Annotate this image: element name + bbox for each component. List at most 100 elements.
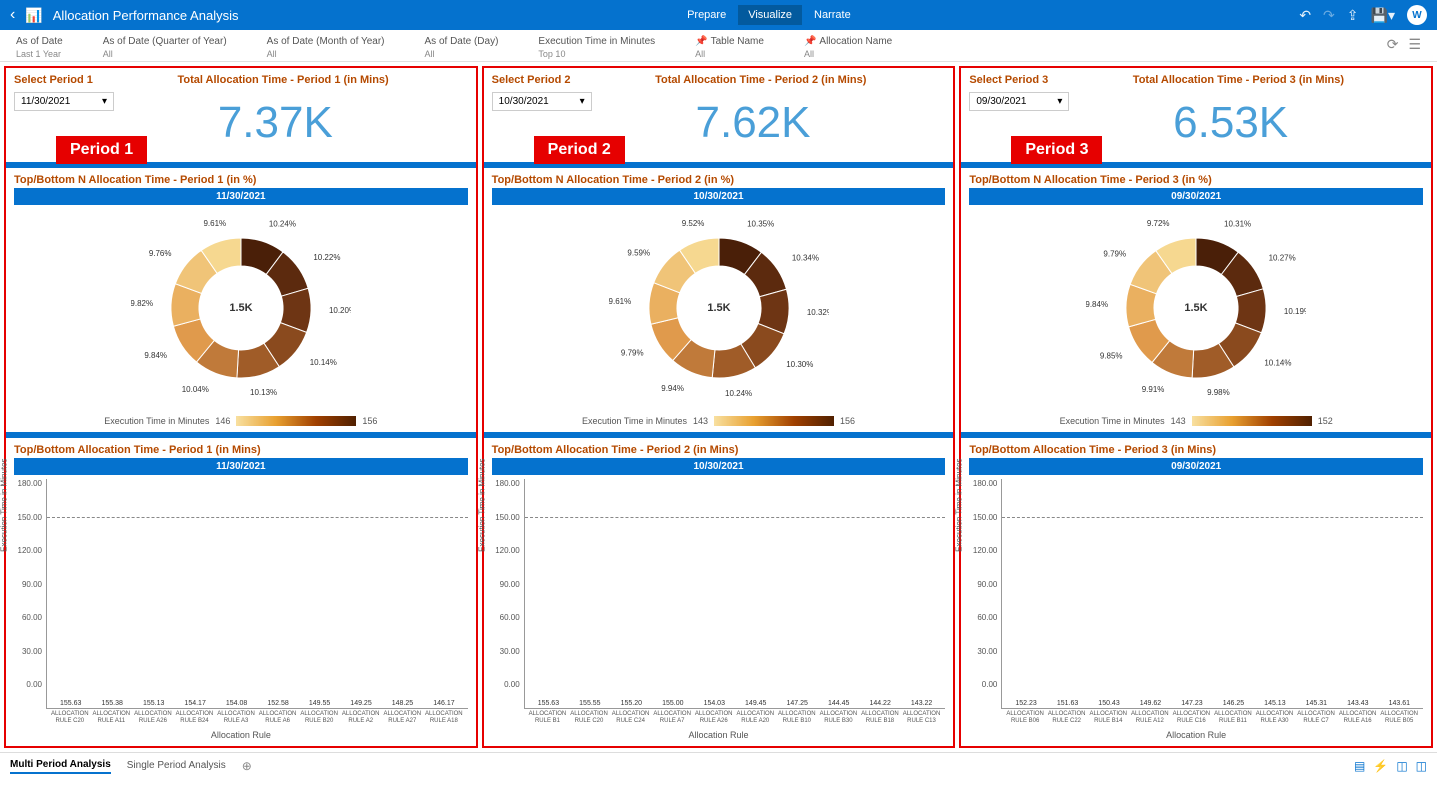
legend-gradient [236, 416, 356, 426]
bar-item[interactable]: 155.63 [529, 700, 568, 708]
bar-item[interactable]: 149.55 [300, 700, 339, 708]
kpi-value: 7.37K [218, 98, 333, 148]
bar-item[interactable]: 149.25 [341, 700, 380, 708]
svg-text:10.31%: 10.31% [1224, 220, 1251, 229]
svg-text:9.94%: 9.94% [661, 384, 684, 393]
filter-label: Execution Time in Minutes [538, 36, 655, 47]
filter-2[interactable]: As of Date (Month of Year) All [267, 36, 385, 59]
mode-narrate[interactable]: Narrate [804, 5, 861, 25]
y-tick: 60.00 [22, 613, 42, 622]
period-column-3: Select Period 3 Total Allocation Time - … [959, 66, 1433, 748]
back-icon[interactable]: ‹ [10, 6, 15, 24]
period-date-select[interactable]: 10/30/2021▾ [492, 92, 592, 111]
add-canvas-icon[interactable]: ⊕ [242, 759, 252, 773]
redo-icon[interactable]: ↷ [1323, 7, 1335, 24]
bar-item[interactable]: 155.00 [653, 700, 692, 708]
filter-0[interactable]: As of Date Last 1 Year [16, 36, 63, 59]
svg-text:10.04%: 10.04% [182, 385, 209, 394]
bar-item[interactable]: 146.17 [424, 700, 463, 708]
filter-3[interactable]: As of Date (Day) All [425, 36, 499, 59]
refresh-icon[interactable]: ⟳ [1387, 36, 1399, 53]
svg-text:9.72%: 9.72% [1147, 219, 1170, 228]
bar-category: ALLOCATION RULE A27 [383, 711, 423, 724]
bar-title: Top/Bottom Allocation Time - Period 3 (i… [969, 442, 1423, 458]
bar-item[interactable]: 151.63 [1048, 700, 1087, 708]
bar-item[interactable]: 145.31 [1297, 700, 1336, 708]
donut-title: Top/Bottom N Allocation Time - Period 2 … [492, 172, 946, 188]
svg-text:9.79%: 9.79% [620, 348, 643, 357]
filter-label: 📌Allocation Name [804, 36, 892, 47]
bar-category: ALLOCATION RULE A2 [341, 711, 381, 724]
filter-1[interactable]: As of Date (Quarter of Year) All [103, 36, 227, 59]
legend-max: 156 [362, 416, 377, 426]
filter-value: All [267, 49, 385, 59]
bar-item[interactable]: 154.17 [175, 700, 214, 708]
donut-chart: 10.24%10.22%10.20%10.14%10.13%10.04%9.84… [131, 213, 351, 408]
bar-item[interactable]: 147.25 [777, 700, 816, 708]
bar-item[interactable]: 146.25 [1214, 700, 1253, 708]
bar-item[interactable]: 149.45 [736, 700, 775, 708]
bar-value-label: 155.13 [143, 700, 164, 707]
svg-text:9.91%: 9.91% [1142, 385, 1165, 394]
pin-icon: 📌 [695, 36, 707, 47]
bar-value-label: 144.22 [869, 700, 890, 707]
bar-category: ALLOCATION RULE A12 [1130, 711, 1170, 724]
bar-item[interactable]: 147.23 [1172, 700, 1211, 708]
viz-icon[interactable]: ▤ [1354, 759, 1365, 773]
kpi-value: 6.53K [1173, 98, 1288, 148]
mode-visualize[interactable]: Visualize [738, 5, 802, 25]
period-date-select[interactable]: 09/30/2021▾ [969, 92, 1069, 111]
bar-category: ALLOCATION RULE A20 [735, 711, 775, 724]
bar-item[interactable]: 155.38 [92, 700, 131, 708]
filter-value: All [804, 49, 892, 59]
bar-item[interactable]: 155.55 [570, 700, 609, 708]
layout1-icon[interactable]: ◫ [1396, 759, 1407, 773]
bar-panel: Top/Bottom Allocation Time - Period 3 (i… [961, 438, 1431, 746]
period-date-select[interactable]: 11/30/2021▾ [14, 92, 114, 111]
bar-item[interactable]: 155.13 [134, 700, 173, 708]
bar-item[interactable]: 152.58 [258, 700, 297, 708]
bar-value-label: 150.43 [1098, 700, 1119, 707]
bar-item[interactable]: 150.43 [1089, 700, 1128, 708]
bar-item[interactable]: 154.03 [695, 700, 734, 708]
svg-text:9.61%: 9.61% [609, 297, 631, 306]
y-tick: 150.00 [973, 513, 997, 522]
y-tick: 90.00 [977, 580, 997, 589]
share-icon[interactable]: ⇪ [1347, 7, 1359, 24]
bar-item[interactable]: 143.61 [1380, 700, 1419, 708]
bar-category: ALLOCATION RULE B18 [860, 711, 900, 724]
bar-panel: Top/Bottom Allocation Time - Period 2 (i… [484, 438, 954, 746]
layout2-icon[interactable]: ◫ [1416, 759, 1427, 773]
bar-value-label: 154.17 [184, 700, 205, 707]
save-icon[interactable]: 💾▾ [1371, 7, 1395, 24]
bar-item[interactable]: 149.62 [1131, 700, 1170, 708]
filter-bar-right: ⟳ ☰ [1387, 36, 1421, 53]
bar-item[interactable]: 148.25 [383, 700, 422, 708]
bar-item[interactable]: 155.20 [612, 700, 651, 708]
y-axis-label: Execution Time in Minutes [955, 458, 964, 551]
filter-4[interactable]: Execution Time in Minutes Top 10 [538, 36, 655, 59]
user-avatar[interactable]: W [1407, 5, 1427, 25]
bar-item[interactable]: 155.63 [51, 700, 90, 708]
mode-prepare[interactable]: Prepare [677, 5, 736, 25]
filter-value: Last 1 Year [16, 49, 63, 59]
y-tick: 0.00 [504, 680, 520, 689]
bar-item[interactable]: 143.22 [902, 700, 941, 708]
donut-panel: Top/Bottom N Allocation Time - Period 2 … [484, 168, 954, 438]
undo-icon[interactable]: ↶ [1299, 7, 1311, 24]
kpi-title: Total Allocation Time - Period 3 (in Min… [1133, 74, 1344, 86]
menu-icon[interactable]: ☰ [1408, 36, 1421, 53]
auto-icon[interactable]: ⚡ [1373, 759, 1388, 773]
legend-max: 152 [1318, 416, 1333, 426]
bar-category: ALLOCATION RULE B24 [175, 711, 215, 724]
bar-item[interactable]: 143.43 [1338, 700, 1377, 708]
bar-item[interactable]: 144.22 [860, 700, 899, 708]
filter-6[interactable]: 📌Allocation Name All [804, 36, 892, 59]
bar-item[interactable]: 144.45 [819, 700, 858, 708]
tab-single-period[interactable]: Single Period Analysis [127, 758, 226, 773]
bar-item[interactable]: 154.08 [217, 700, 256, 708]
tab-multi-period[interactable]: Multi Period Analysis [10, 757, 111, 774]
bar-item[interactable]: 152.23 [1006, 700, 1045, 708]
filter-5[interactable]: 📌Table Name All [695, 36, 764, 59]
bar-item[interactable]: 145.13 [1255, 700, 1294, 708]
